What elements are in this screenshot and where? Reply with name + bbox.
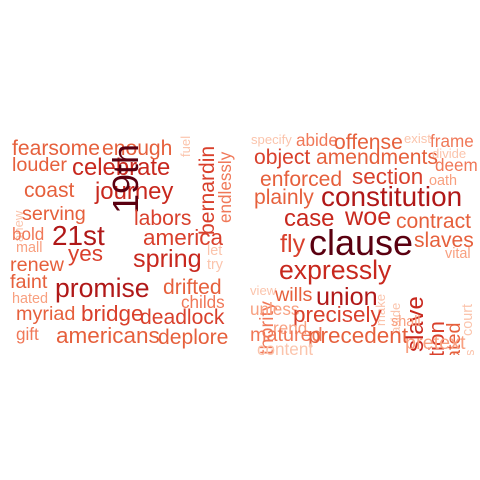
word-renew: renew [10,254,64,276]
word-spring: spring [133,245,202,273]
word-rend: rend [273,319,308,338]
word-america: america [143,225,224,250]
word-divide: divide [432,146,467,161]
word-object: object [254,146,311,169]
word-promise: promise [55,273,150,303]
word-amendments: amendments [316,146,438,169]
word-content: content [257,340,314,355]
word-louder: louder [12,154,67,176]
word-celebrate: celebrate [72,154,171,181]
word-union: union [316,283,378,311]
word-contract: contract [396,210,472,233]
word-constitution: constitution [321,181,463,212]
word-19th: 19th [105,143,146,214]
word-try: try [207,257,223,273]
word-deplore: deplore [158,326,229,349]
word-mall: mall [16,240,43,256]
word-gift: gift [16,325,39,344]
word-journey: journey [95,178,174,205]
word-vital: vital [445,246,471,262]
word-clause: clause [309,222,414,263]
word-americans: americans [56,323,160,348]
word-view: view [250,283,277,298]
word-expressly: expressly [279,255,392,285]
word-oath: oath [429,173,458,189]
word-21st: 21st [52,220,105,251]
left-word-cloud: fearsome enough fuel bernardin endlessly loud… [8,125,238,355]
word-childs: childs [181,293,225,312]
word-fuel: fuel [178,136,193,158]
word-slaves: slaves [414,229,474,252]
word-woe: woe [345,203,392,231]
word-specify: specify [251,132,292,147]
word-shall: shall [391,314,421,330]
word-yes: yes [68,241,104,266]
word-bold: bold [12,225,45,244]
word-precedent: precedent [308,323,409,348]
word-section: section [352,164,424,189]
word-deadlock: deadlock [140,306,225,329]
word-serving: serving [22,203,86,225]
word-pretext: pretext [405,332,466,354]
word-wills: wills [275,284,313,306]
word-coast: coast [24,179,75,202]
word-enforced: enforced [260,168,343,191]
word-fly: fly [280,230,306,258]
word-abide: abide [296,131,338,150]
word-bernardin: bernardin [196,145,219,235]
word-hated: hated [12,291,49,307]
word-matured: matured [250,324,323,346]
word-let: let [207,243,223,259]
word-myriad: myriad [16,303,76,325]
word-frame: frame [430,132,474,151]
word-precisely: precisely [293,302,382,327]
word-case: case [284,205,335,232]
word-bridge: bridge [81,301,144,326]
word-plainly: plainly [254,186,314,209]
word-endlessly: endlessly [216,151,235,224]
word-offense: offense [334,131,403,154]
word-exist: exist [404,131,431,146]
word-faint: faint [10,271,48,293]
word-deem: deem [435,156,478,175]
right-word-cloud: specify abide offense exist frame object amend… [248,125,478,355]
word-drifted: drifted [163,276,222,299]
word-labors: labors [134,207,192,230]
word-fearsome: fearsome [12,137,100,160]
word-unless: unless [250,300,300,319]
word-enough: enough [102,137,173,160]
